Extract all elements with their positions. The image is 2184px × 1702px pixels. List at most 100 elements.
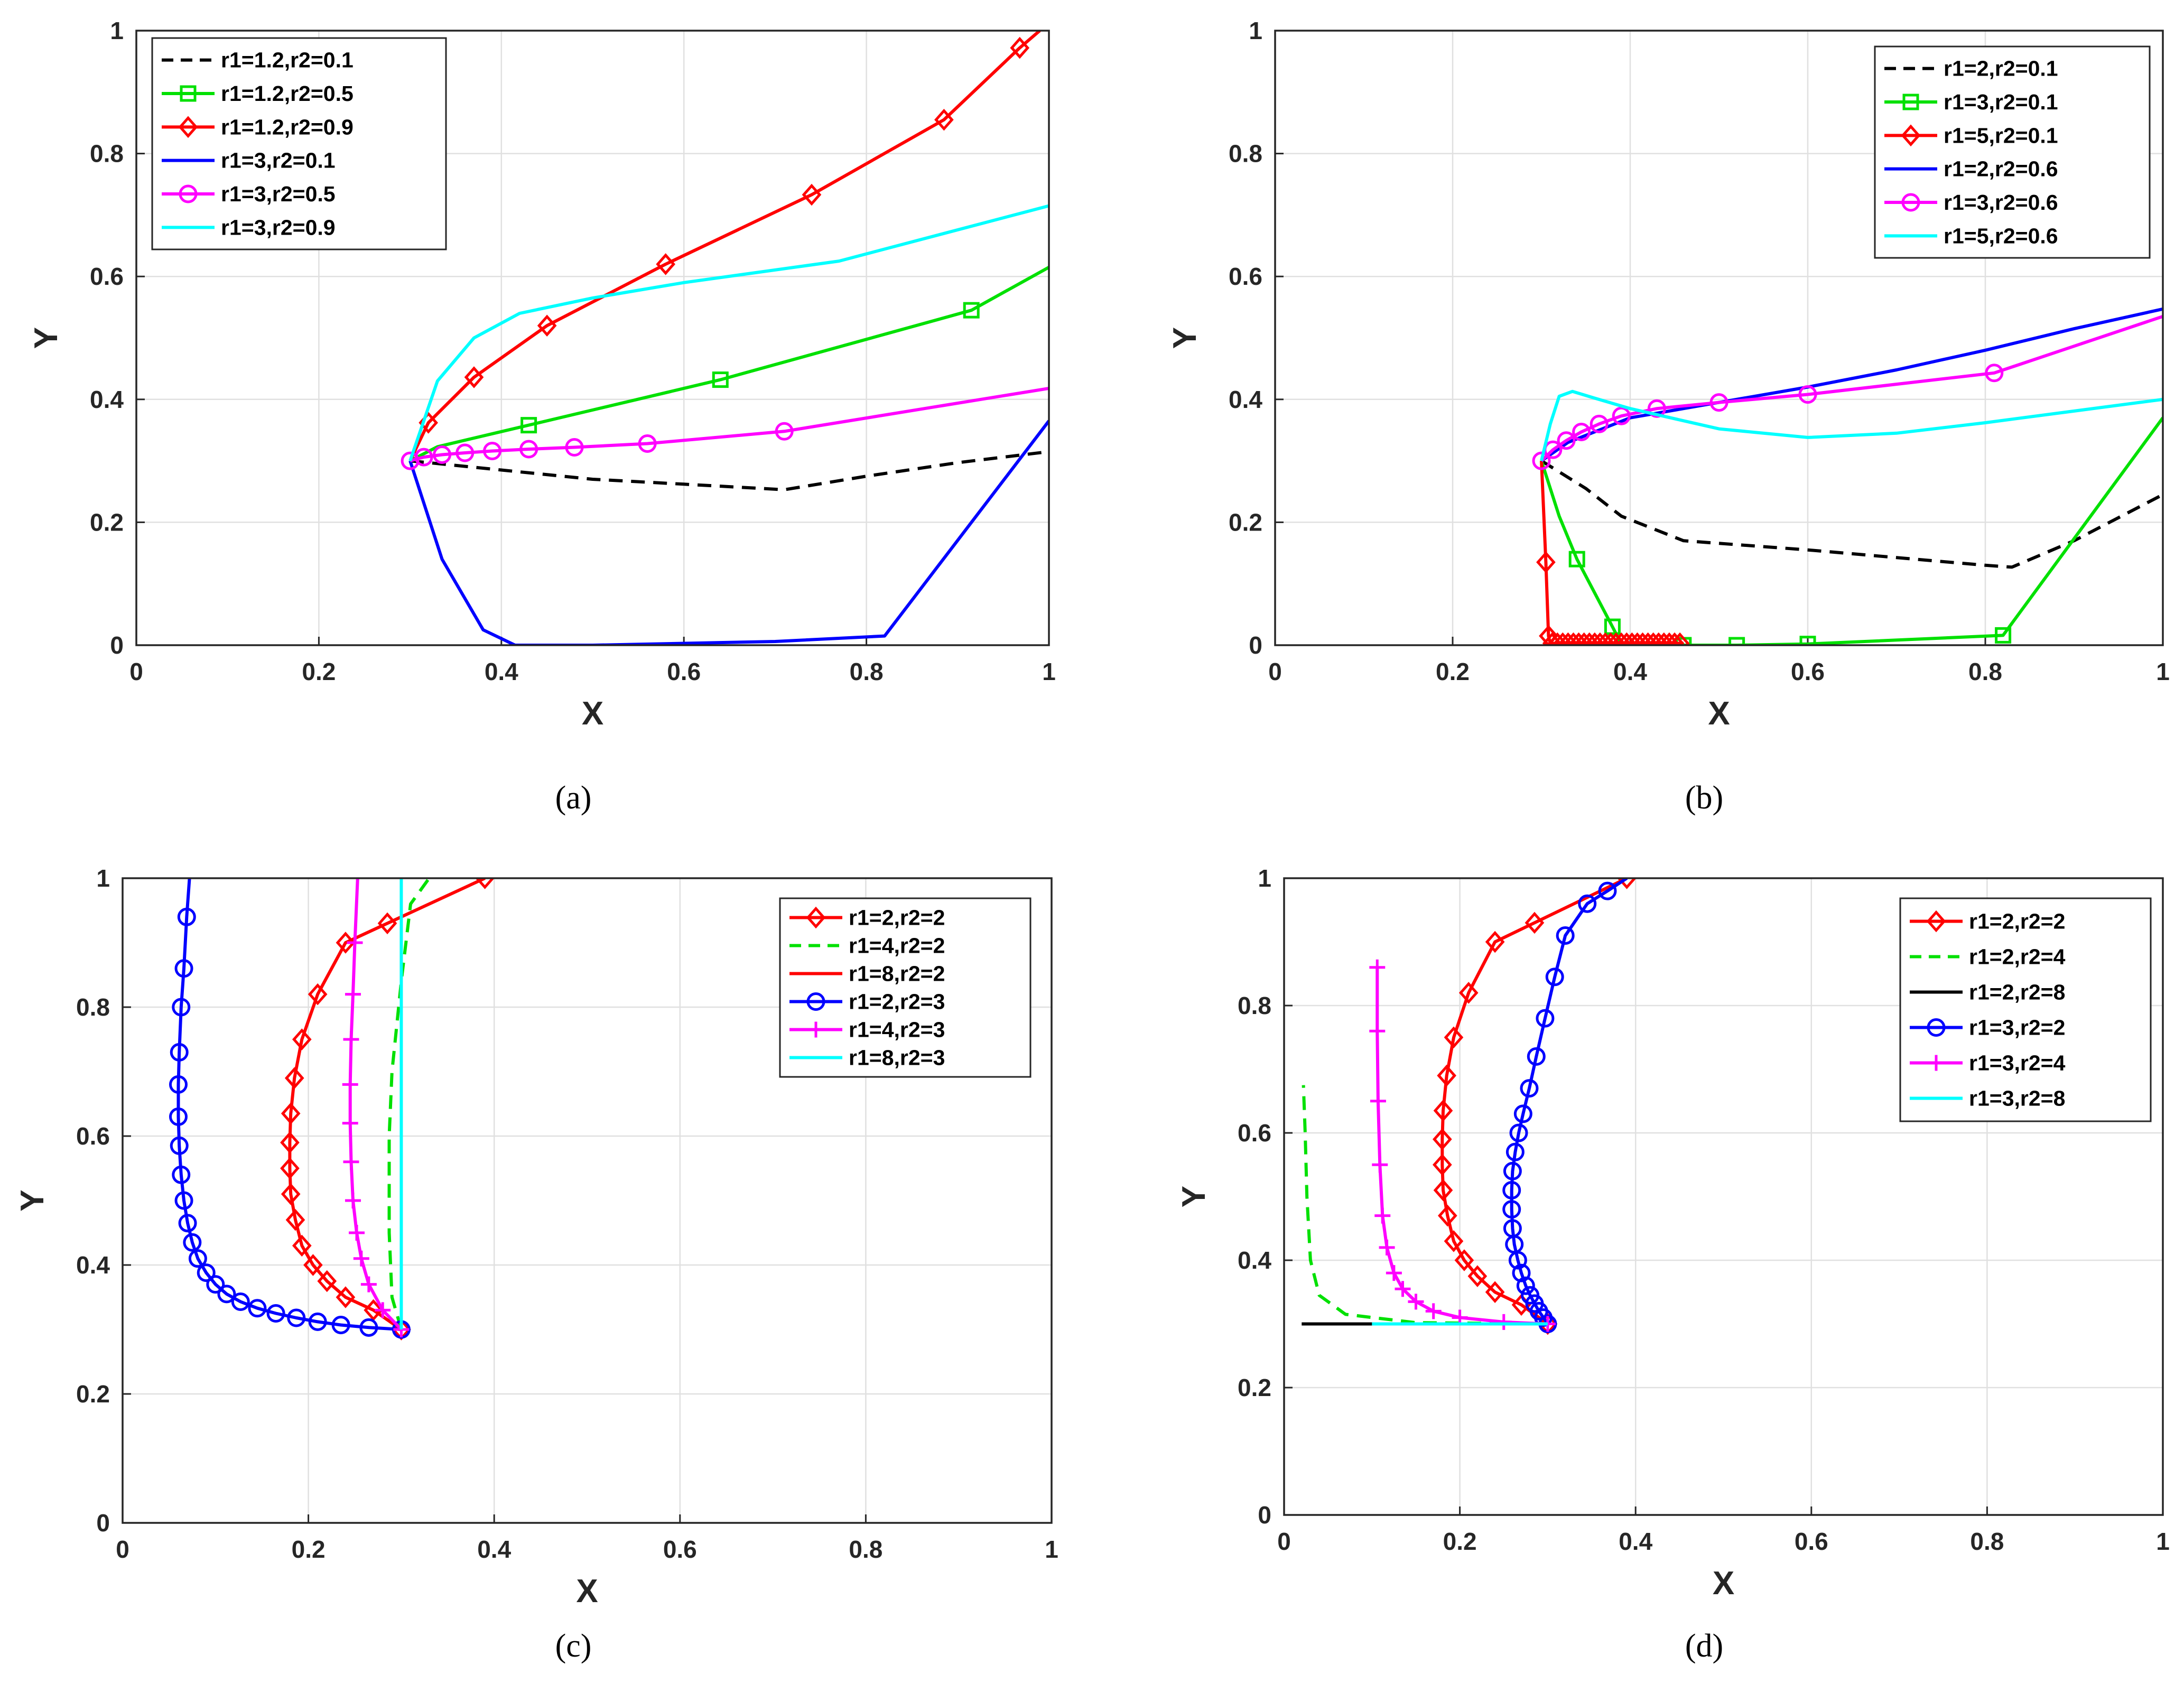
legend: r1=2,r2=2 r1=2,r2=4 r1=2,r2=8 r1=3,r2=2 r1=3… <box>1899 897 2152 1122</box>
data-point-marker <box>375 1302 391 1318</box>
data-point-marker <box>1612 406 1631 425</box>
series-line <box>408 204 1049 462</box>
data-point-marker <box>231 1292 250 1312</box>
legend-marker <box>808 1021 824 1038</box>
series-4 <box>408 420 1049 645</box>
legend: r1=1.2,r2=0.1 r1=1.2,r2=0.5 r1=1.2,r2=0.9 r… <box>151 37 447 250</box>
data-point-marker <box>1556 926 1575 945</box>
legend-label: r1=3,r2=0.1 <box>1944 90 2058 114</box>
data-point-marker <box>1495 1314 1512 1330</box>
legend: r1=2,r2=2 r1=4,r2=2 r1=8,r2=2 r1=2,r2=3 r1=4… <box>779 897 1031 1078</box>
x-axis-label: X <box>576 1573 598 1610</box>
y-tick-label: 0.2 <box>1229 508 1262 536</box>
data-point-marker <box>1709 393 1728 412</box>
data-point-marker <box>359 1318 378 1337</box>
data-point-marker <box>284 1067 304 1089</box>
y-tick-label: 0 <box>110 631 124 659</box>
x-axis-label: X <box>582 695 603 732</box>
data-point-marker <box>1433 1128 1452 1150</box>
data-point-marker <box>1568 551 1585 568</box>
data-point-marker <box>1433 1179 1453 1202</box>
series-1 <box>1433 878 1637 1335</box>
subplot-a: 0 0.2 0.4 0.6 0.8 1 0 0.2 0.4 0.6 0.8 1 X Yr1=1.2,r2=… <box>28 17 1056 816</box>
x-tick-label: 1 <box>2156 658 2170 685</box>
legend-label: r1=1.2,r2=0.1 <box>221 48 354 72</box>
legend-label: r1=1.2,r2=0.9 <box>221 115 354 139</box>
y-tick-label: 1 <box>1258 864 1271 892</box>
data-point-marker <box>1995 627 2012 644</box>
y-tick-label: 0.4 <box>1229 386 1262 413</box>
legend-label: r1=2,r2=8 <box>1969 980 2065 1005</box>
data-point-marker <box>188 1249 207 1268</box>
data-point-marker <box>280 1157 300 1179</box>
legend-label: r1=2,r2=3 <box>849 990 945 1014</box>
legend-label: r1=3,r2=0.5 <box>221 182 336 206</box>
y-tick-label: 0.4 <box>90 386 124 413</box>
data-point-marker <box>336 932 356 954</box>
data-point-marker <box>638 434 657 453</box>
y-tick-label: 0.4 <box>76 1251 110 1279</box>
legend-box <box>151 37 447 250</box>
data-point-marker <box>169 1075 188 1094</box>
y-tick-label: 0 <box>96 1509 110 1537</box>
data-point-marker <box>281 1102 301 1125</box>
data-point-marker <box>1516 1276 1535 1295</box>
data-point-marker <box>1369 959 1386 975</box>
x-tick-label: 0 <box>129 658 143 685</box>
data-point-marker <box>206 1275 225 1294</box>
data-point-marker <box>963 302 980 319</box>
x-tick-label: 0.2 <box>302 658 336 685</box>
data-point-marker <box>656 253 675 275</box>
legend-label: r1=2,r2=4 <box>1969 945 2066 969</box>
x-tick-label: 0 <box>1277 1528 1291 1555</box>
x-tick-label: 0.4 <box>1613 658 1647 685</box>
data-point-marker <box>1502 1200 1521 1219</box>
x-tick-label: 0.2 <box>292 1536 326 1563</box>
data-point-marker <box>343 1154 359 1170</box>
x-tick-label: 1 <box>1045 1536 1058 1563</box>
data-point-marker <box>308 1312 327 1331</box>
series-line <box>288 878 486 1331</box>
data-point-marker <box>177 907 196 926</box>
data-point-marker <box>1425 1303 1442 1319</box>
data-point-marker <box>170 1043 189 1062</box>
legend-marker <box>179 184 198 203</box>
data-point-marker <box>537 314 557 337</box>
data-point-marker <box>1370 1093 1386 1109</box>
data-point-marker <box>349 1225 365 1241</box>
data-point-marker <box>170 1136 189 1155</box>
x-tick-label: 0.8 <box>1970 1528 2004 1555</box>
y-tick-label: 0.4 <box>1238 1247 1271 1274</box>
subplot-caption: (d) <box>1685 1628 1723 1664</box>
data-point-marker <box>475 878 495 889</box>
series-5 <box>1532 314 2163 470</box>
data-point-marker <box>1578 894 1597 913</box>
data-point-marker <box>1520 1079 1539 1098</box>
data-point-marker <box>1509 1123 1528 1142</box>
series-line <box>1540 460 1684 645</box>
series-1 <box>1540 459 2163 569</box>
legend-marker <box>1926 910 1946 933</box>
data-point-marker <box>1502 1180 1521 1199</box>
data-point-marker <box>364 1299 383 1322</box>
data-point-marker <box>342 1076 358 1093</box>
series-2 <box>1302 1085 1548 1326</box>
legend-label: r1=5,r2=0.1 <box>1944 123 2058 147</box>
y-axis-label: Y <box>28 327 64 349</box>
x-tick-label: 1 <box>1042 658 1056 685</box>
data-point-marker <box>1521 1286 1540 1305</box>
data-point-marker <box>519 440 538 459</box>
data-point-marker <box>1485 931 1505 953</box>
series-3 <box>1536 460 1690 645</box>
y-tick-label: 0.2 <box>1238 1374 1271 1401</box>
y-tick-label: 0.6 <box>76 1122 110 1150</box>
data-point-marker <box>178 1214 197 1233</box>
data-point-marker <box>347 935 363 951</box>
data-point-marker <box>1799 636 1816 645</box>
data-point-marker <box>464 366 484 388</box>
series-5 <box>342 878 410 1337</box>
data-point-marker <box>1467 1265 1488 1287</box>
legend-label: r1=3,r2=8 <box>1969 1086 2065 1111</box>
data-point-marker <box>353 1250 369 1267</box>
y-axis-label: Y <box>1167 327 1203 349</box>
